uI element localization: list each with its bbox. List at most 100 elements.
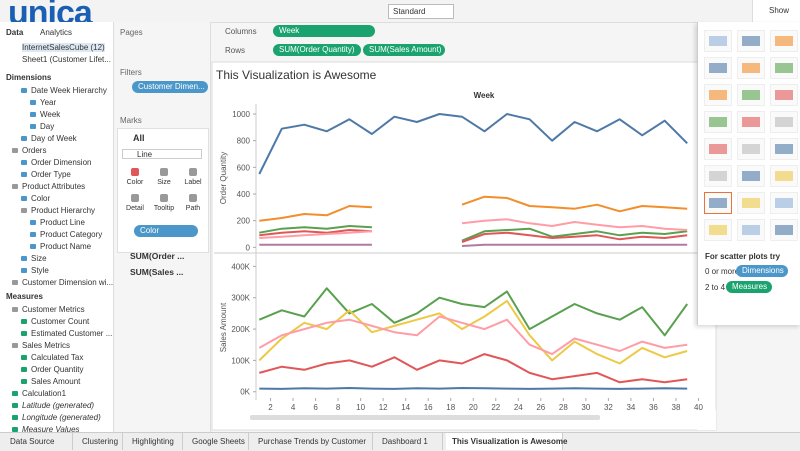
field-icon <box>21 319 27 324</box>
dimension-field[interactable]: Day of Week <box>31 134 77 143</box>
dimension-field[interactable]: Size <box>31 254 47 263</box>
dimension-field[interactable]: Orders <box>22 146 47 155</box>
dimension-field[interactable]: Product Name <box>40 242 92 251</box>
sheet-tab[interactable]: Google Sheets <box>186 433 249 450</box>
mark-type[interactable]: Line <box>122 149 202 159</box>
field-icon <box>30 232 36 237</box>
measure-field[interactable]: Latitude (generated) <box>22 401 95 410</box>
measure-field[interactable]: Measure Values <box>22 425 80 434</box>
thumbnail-glyph <box>775 90 793 100</box>
rows-pill[interactable]: SUM(Order Quantity) <box>273 44 361 56</box>
measure-field[interactable]: Estimated Customer ... <box>31 329 113 338</box>
field-icon <box>21 256 27 261</box>
x-tick-label: 24 <box>514 403 523 412</box>
thumbnail-glyph <box>742 63 760 73</box>
measure-field[interactable]: Order Quantity <box>31 365 84 374</box>
data-tab[interactable]: Data <box>6 28 24 37</box>
mark-button[interactable]: Tooltip <box>150 191 178 215</box>
mark-button[interactable]: Size <box>150 165 178 189</box>
field-icon <box>21 268 27 273</box>
x-tick-label: 40 <box>694 403 703 412</box>
field-icon <box>12 184 18 189</box>
measure-field[interactable]: Sales Amount <box>31 377 81 386</box>
field-icon <box>21 160 27 165</box>
dimension-field[interactable]: Order Dimension <box>31 158 92 167</box>
field-icon <box>21 367 27 372</box>
field-icon <box>21 196 27 201</box>
mark-icon <box>189 168 197 176</box>
dimension-field[interactable]: Product Line <box>40 218 85 227</box>
dimension-field[interactable]: Customer Dimension wi... <box>22 278 114 287</box>
sheet-tab[interactable]: Clustering <box>76 433 123 450</box>
field-icon <box>21 208 27 213</box>
marks-all[interactable]: All <box>133 133 145 143</box>
rows-pill[interactable]: SUM(Sales Amount) <box>363 44 445 56</box>
measure-field[interactable]: Calculated Tax <box>31 353 84 362</box>
field-icon <box>30 220 36 225</box>
dimension-field[interactable]: Week <box>40 110 61 119</box>
mark-icon <box>160 168 168 176</box>
mark-icon <box>131 194 139 202</box>
y-axis-title: Sales Amount <box>219 302 228 352</box>
dimension-field[interactable]: Year <box>40 98 57 107</box>
y-tick-label: 200K <box>231 325 250 334</box>
measure-field[interactable]: Sales Metrics <box>22 341 71 350</box>
color-pill[interactable]: Color <box>134 225 198 237</box>
filter-pill[interactable]: Customer Dimen... <box>132 81 208 93</box>
rows-label: Rows <box>225 46 246 55</box>
field-icon <box>12 343 18 348</box>
series-line <box>259 195 688 222</box>
measure-field[interactable]: Customer Metrics <box>22 305 85 314</box>
field-icon <box>30 100 36 105</box>
mark-card[interactable]: SUM(Order ... <box>130 251 185 261</box>
x-tick-label: 34 <box>626 403 635 412</box>
measures-pill: Measures <box>726 281 772 293</box>
toolbar: unica Standard Show Me <box>0 0 800 37</box>
x-tick-label: 32 <box>604 403 613 412</box>
sheet-tab[interactable]: Dashboard 1 <box>376 433 443 450</box>
shelves: Pages Filters Customer Dimen... Marks Al… <box>114 22 211 432</box>
analytics-tab[interactable]: Analytics <box>40 28 73 37</box>
dimension-field[interactable]: Day <box>40 122 55 131</box>
x-tick-label: 36 <box>649 403 658 412</box>
scrollbar[interactable] <box>250 415 600 420</box>
x-tick-label: 4 <box>291 403 296 412</box>
dimension-field[interactable]: Product Hierarchy <box>31 206 96 215</box>
sheet-tab[interactable]: Data Source <box>4 433 73 450</box>
mark-button[interactable]: Label <box>179 165 207 189</box>
dimension-field[interactable]: Style <box>31 266 49 275</box>
measure-field[interactable]: Customer Count <box>31 317 90 326</box>
y-tick-label: 100K <box>231 356 250 365</box>
dimension-field[interactable]: Product Category <box>40 230 103 239</box>
view-size-dropdown[interactable]: Standard <box>388 4 454 19</box>
mark-icon <box>131 168 139 176</box>
thumbnail-glyph <box>775 144 793 154</box>
mark-button[interactable]: Path <box>179 191 207 215</box>
x-tick-label: 8 <box>336 403 341 412</box>
sheet-tab[interactable]: This Visualization is Awesome <box>446 433 567 450</box>
columns-pill[interactable]: Week <box>273 25 375 37</box>
data-source[interactable]: InternetSalesCube (12) <box>22 43 105 52</box>
mark-card[interactable]: SUM(Sales ... <box>130 267 184 277</box>
dimension-field[interactable]: Date Week Hierarchy <box>31 86 107 95</box>
field-icon <box>21 88 27 93</box>
measure-field[interactable]: Calculation1 <box>22 389 67 398</box>
data-source[interactable]: Sheet1 (Customer Lifet... <box>22 55 111 64</box>
dimension-field[interactable]: Product Attributes <box>22 182 86 191</box>
mark-button[interactable]: Detail <box>121 191 149 215</box>
dimensions-pill: Dimensions <box>736 265 788 277</box>
sheet-tab[interactable]: Purchase Trends by Customer <box>252 433 373 450</box>
filters-title: Filters <box>120 68 142 77</box>
field-icon <box>30 244 36 249</box>
thumbnail-glyph <box>775 171 793 181</box>
sheet-tab[interactable]: Highlighting <box>126 433 183 450</box>
y-tick-label: 800 <box>237 137 251 146</box>
dimension-field[interactable]: Order Type <box>31 170 71 179</box>
measure-field[interactable]: Longitude (generated) <box>22 413 101 422</box>
x-tick-label: 26 <box>536 403 545 412</box>
thumbnail-glyph <box>709 198 727 208</box>
mark-button[interactable]: Color <box>121 165 149 189</box>
dimension-field[interactable]: Color <box>31 194 51 203</box>
marks-title: Marks <box>120 116 142 125</box>
